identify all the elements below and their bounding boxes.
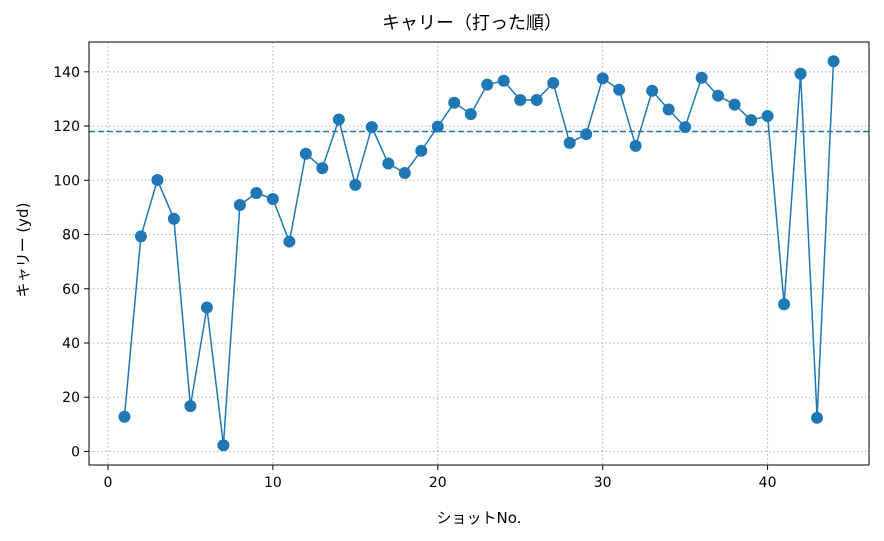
data-point <box>382 157 395 170</box>
data-point <box>514 94 527 107</box>
data-point <box>118 410 131 423</box>
data-point <box>431 120 444 133</box>
data-point <box>167 212 180 225</box>
data-point <box>580 128 593 141</box>
y-tick-label: 140 <box>53 65 80 81</box>
y-tick-label: 120 <box>53 119 80 135</box>
data-point <box>349 178 362 191</box>
data-point <box>481 78 494 91</box>
data-point <box>712 89 725 102</box>
data-point <box>778 298 791 311</box>
data-point <box>679 121 692 134</box>
data-point <box>184 400 197 413</box>
data-point <box>745 114 758 127</box>
y-axis-label: キャリー (yd) <box>14 203 32 298</box>
x-tick-label: 10 <box>264 475 282 491</box>
data-point <box>448 96 461 109</box>
plot-frame <box>88 41 870 466</box>
y-tick-label: 40 <box>62 336 80 352</box>
grid-lines <box>89 42 869 465</box>
data-point <box>563 136 576 149</box>
data-point <box>811 411 824 424</box>
data-point <box>217 439 230 452</box>
data-point <box>365 121 378 134</box>
data-point <box>728 98 741 111</box>
data-point <box>266 192 279 205</box>
data-point <box>596 72 609 85</box>
data-point <box>613 83 626 96</box>
data-point <box>283 235 296 248</box>
data-point <box>200 301 213 314</box>
data-point <box>151 174 164 187</box>
data-point <box>530 94 543 107</box>
x-tick-label: 0 <box>104 475 113 491</box>
data-point <box>629 139 642 152</box>
data-point <box>827 55 840 68</box>
data-point <box>547 76 560 89</box>
data-point <box>662 103 675 116</box>
data-point <box>398 166 411 179</box>
data-point <box>299 147 312 160</box>
y-tick-label: 80 <box>62 228 80 244</box>
y-axis-ticks: 0 20 40 60 80 100 120 140 <box>53 65 89 460</box>
data-point <box>233 198 246 211</box>
x-tick-label: 40 <box>759 475 777 491</box>
data-point <box>332 113 345 126</box>
x-axis-ticks: 0 10 20 30 40 <box>104 465 777 491</box>
x-tick-label: 30 <box>594 475 612 491</box>
carry-series <box>118 55 840 452</box>
data-point <box>761 110 774 123</box>
y-tick-label: 60 <box>62 282 80 298</box>
data-point <box>695 71 708 84</box>
y-tick-label: 20 <box>62 390 80 406</box>
y-tick-label: 100 <box>53 173 80 189</box>
chart-title: キャリー（打った順） <box>382 13 562 34</box>
data-point <box>464 108 477 121</box>
x-axis-label: ショットNo. <box>437 509 522 527</box>
data-point <box>646 84 659 97</box>
data-point <box>794 67 807 80</box>
data-point <box>250 187 263 200</box>
data-point <box>497 74 510 87</box>
data-point <box>415 144 428 157</box>
y-tick-label: 0 <box>71 444 80 460</box>
data-point <box>134 230 147 243</box>
data-point <box>316 162 329 175</box>
x-tick-label: 20 <box>429 475 447 491</box>
